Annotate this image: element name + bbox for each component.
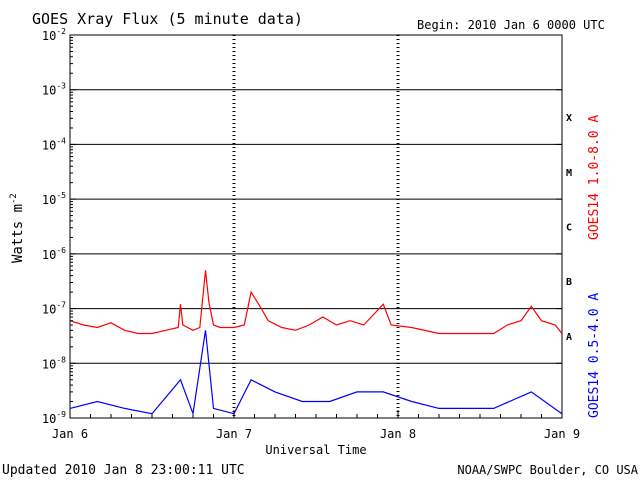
y-tick-label: 10-8 [42,355,66,371]
flare-class-label: C [566,223,572,234]
x-axis-ticks: Jan 6 Jan 7 Jan 8 Jan 9 [52,410,580,441]
series-line-2 [69,330,563,415]
x-tick-label: Jan 6 [52,427,88,441]
y-tick-label: 10-3 [42,82,66,98]
series-line-1 [69,270,563,335]
plot-area [69,34,563,419]
y-tick-label: 10-4 [42,136,66,152]
x-tick-label: Jan 9 [544,427,580,441]
data-source: NOAA/SWPC Boulder, CO USA [457,463,638,477]
y-axis-ticks: 10-9 10-8 10-7 10-6 10-5 10-4 10-3 10-2 [42,27,562,426]
grid-lines [70,35,562,418]
x-axis-label: Universal Time [265,443,366,457]
y-tick-label: 10-7 [42,301,66,317]
x-tick-label: Jan 7 [216,427,252,441]
flare-class-label: X [566,113,572,124]
flare-class-labels: A B C M X [566,113,572,343]
y-tick-label: 10-9 [42,410,66,426]
y-tick-label: 10-5 [42,191,66,207]
updated-timestamp: Updated 2010 Jan 8 23:00:11 UTC [2,463,245,478]
flare-class-label: B [566,277,572,288]
legend-series-2: GOES14 0.5-4.0 A [587,293,602,418]
chart-title: GOES Xray Flux (5 minute data) [32,10,303,28]
begin-label: Begin: 2010 Jan 6 0000 UTC [417,18,605,32]
y-axis-label: Watts m-2 [9,193,26,263]
plot-frame [69,34,563,419]
x-tick-label: Jan 8 [380,427,416,441]
legend-series-1: GOES14 1.0-8.0 A [587,115,602,240]
series-layer [69,270,563,415]
flare-class-label: M [566,168,572,179]
y-tick-label: 10-2 [42,27,66,43]
flare-class-label: A [566,332,572,343]
y-tick-label: 10-6 [42,246,66,262]
